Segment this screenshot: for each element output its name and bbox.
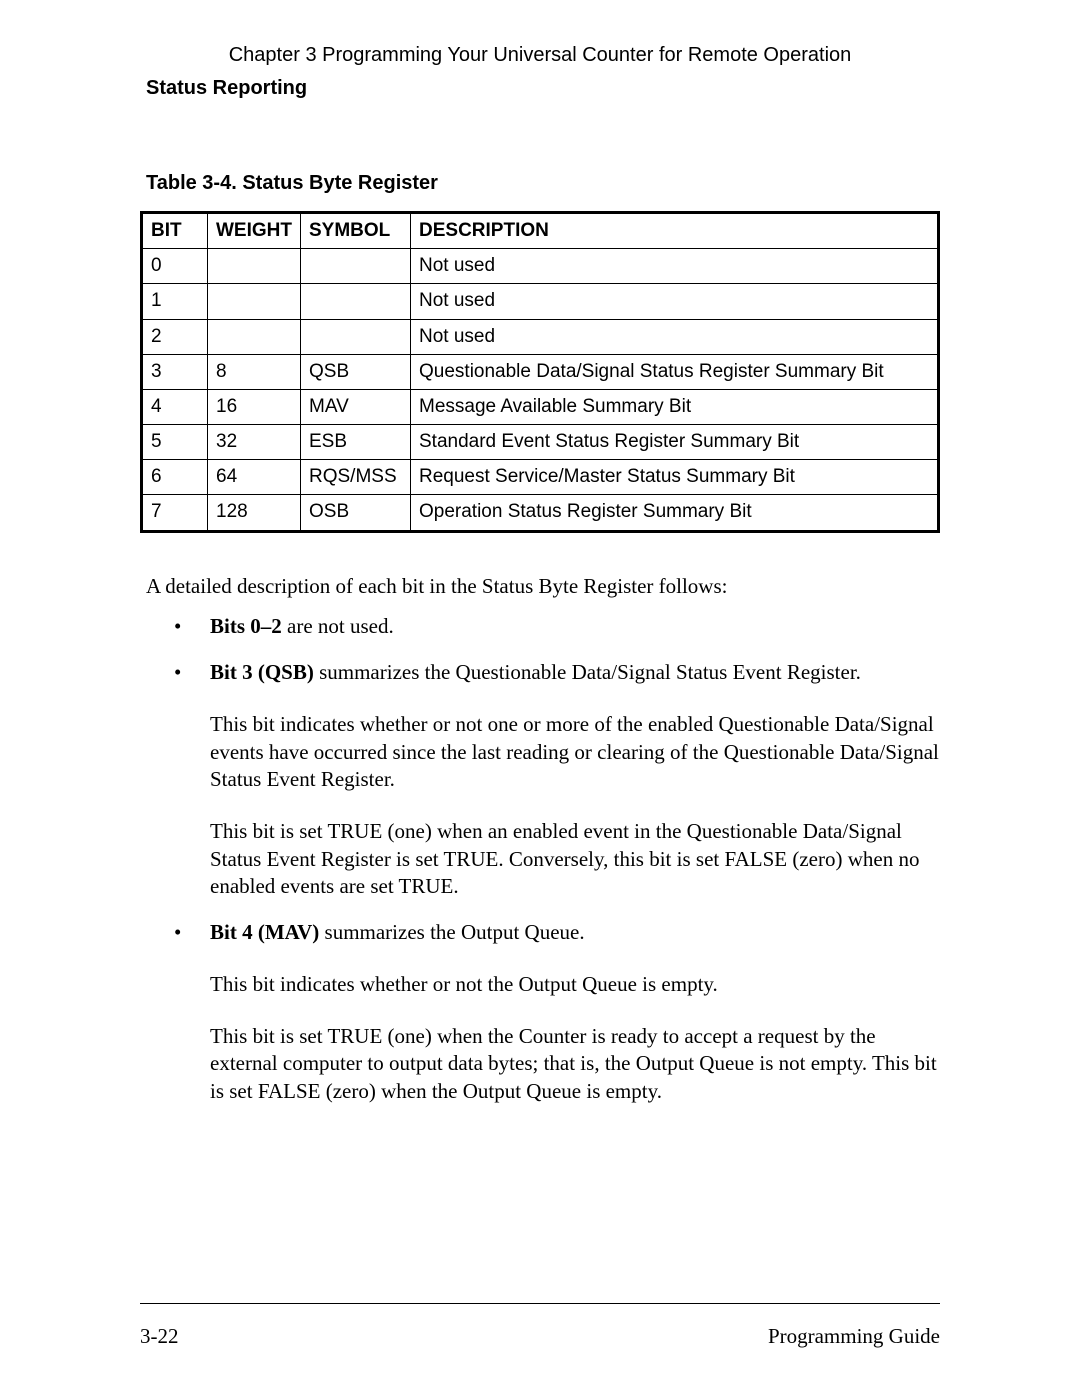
cell-bit: 2 (142, 319, 208, 354)
cell-bit: 7 (142, 495, 208, 531)
bullet-paragraph: This bit indicates whether or not one or… (210, 711, 940, 794)
cell-description: Message Available Summary Bit (411, 389, 939, 424)
bullet-paragraph: This bit is set TRUE (one) when an enabl… (210, 818, 940, 901)
page-number: 3-22 (140, 1324, 179, 1349)
cell-weight (208, 249, 301, 284)
list-item: Bits 0–2 are not used. (146, 613, 940, 641)
bit-description-list: Bits 0–2 are not used. Bit 3 (QSB) summar… (140, 613, 940, 1105)
bullet-lead-line: Bit 3 (QSB) summarizes the Questionable … (210, 659, 940, 687)
cell-weight: 128 (208, 495, 301, 531)
table-row: 2 Not used (142, 319, 939, 354)
cell-weight: 64 (208, 460, 301, 495)
cell-bit: 1 (142, 284, 208, 319)
cell-symbol: ESB (301, 425, 411, 460)
cell-weight: 8 (208, 354, 301, 389)
table-row: 7128OSBOperation Status Register Summary… (142, 495, 939, 531)
bullet-paragraph: This bit indicates whether or not the Ou… (210, 971, 940, 999)
bullet-paragraph: This bit is set TRUE (one) when the Coun… (210, 1023, 940, 1106)
cell-description: Standard Event Status Register Summary B… (411, 425, 939, 460)
cell-bit: 4 (142, 389, 208, 424)
col-header-symbol: SYMBOL (301, 213, 411, 249)
bullet-lead-rest: are not used. (282, 614, 394, 638)
page-footer: 3-22 Programming Guide (140, 1303, 940, 1349)
cell-weight (208, 319, 301, 354)
cell-description: Request Service/Master Status Summary Bi… (411, 460, 939, 495)
bullet-lead-rest: summarizes the Output Queue. (319, 920, 584, 944)
bullet-lead: Bit 3 (QSB) (210, 660, 314, 684)
table-body: 0Not used1Not used2Not used38QSBQuestion… (142, 249, 939, 531)
cell-symbol: MAV (301, 389, 411, 424)
cell-bit: 0 (142, 249, 208, 284)
cell-bit: 6 (142, 460, 208, 495)
cell-symbol (301, 249, 411, 284)
list-item: Bit 4 (MAV) summarizes the Output Queue.… (146, 919, 940, 1106)
col-header-description: DESCRIPTION (411, 213, 939, 249)
page: Chapter 3 Programming Your Universal Cou… (0, 0, 1080, 1397)
cell-description: Not used (411, 249, 939, 284)
section-title: Status Reporting (146, 77, 940, 100)
doc-title: Programming Guide (768, 1324, 940, 1349)
col-header-weight: WEIGHT (208, 213, 301, 249)
cell-description: Not used (411, 319, 939, 354)
table-caption: Table 3-4. Status Byte Register (146, 172, 940, 195)
bullet-lead: Bit 4 (MAV) (210, 920, 319, 944)
table-row: 664RQS/MSSRequest Service/Master Status … (142, 460, 939, 495)
bullet-lead: Bits 0–2 (210, 614, 282, 638)
table-row: 38QSBQuestionable Data/Signal Status Reg… (142, 354, 939, 389)
cell-description: Not used (411, 284, 939, 319)
table-row: 1 Not used (142, 284, 939, 319)
bullet-lead-rest: summarizes the Questionable Data/Signal … (314, 660, 861, 684)
table-header-row: BIT WEIGHT SYMBOL DESCRIPTION (142, 213, 939, 249)
cell-weight: 16 (208, 389, 301, 424)
table-row: 532ESBStandard Event Status Register Sum… (142, 425, 939, 460)
chapter-header: Chapter 3 Programming Your Universal Cou… (140, 44, 940, 67)
list-item: Bit 3 (QSB) summarizes the Questionable … (146, 659, 940, 901)
intro-paragraph: A detailed description of each bit in th… (146, 573, 940, 600)
cell-description: Operation Status Register Summary Bit (411, 495, 939, 531)
cell-symbol (301, 284, 411, 319)
bullet-lead-line: Bits 0–2 are not used. (210, 613, 940, 641)
col-header-bit: BIT (142, 213, 208, 249)
cell-weight (208, 284, 301, 319)
bullet-lead-line: Bit 4 (MAV) summarizes the Output Queue. (210, 919, 940, 947)
cell-symbol: QSB (301, 354, 411, 389)
cell-weight: 32 (208, 425, 301, 460)
footer-rule (140, 1303, 940, 1304)
cell-symbol: RQS/MSS (301, 460, 411, 495)
status-byte-register-table: BIT WEIGHT SYMBOL DESCRIPTION 0Not used1… (140, 211, 940, 533)
cell-symbol (301, 319, 411, 354)
cell-bit: 3 (142, 354, 208, 389)
cell-description: Questionable Data/Signal Status Register… (411, 354, 939, 389)
cell-bit: 5 (142, 425, 208, 460)
cell-symbol: OSB (301, 495, 411, 531)
table-row: 416MAVMessage Available Summary Bit (142, 389, 939, 424)
table-row: 0 Not used (142, 249, 939, 284)
